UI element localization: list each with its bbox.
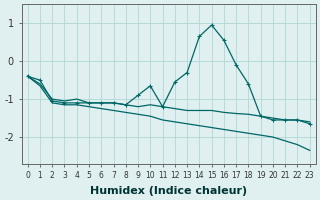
X-axis label: Humidex (Indice chaleur): Humidex (Indice chaleur) bbox=[90, 186, 247, 196]
